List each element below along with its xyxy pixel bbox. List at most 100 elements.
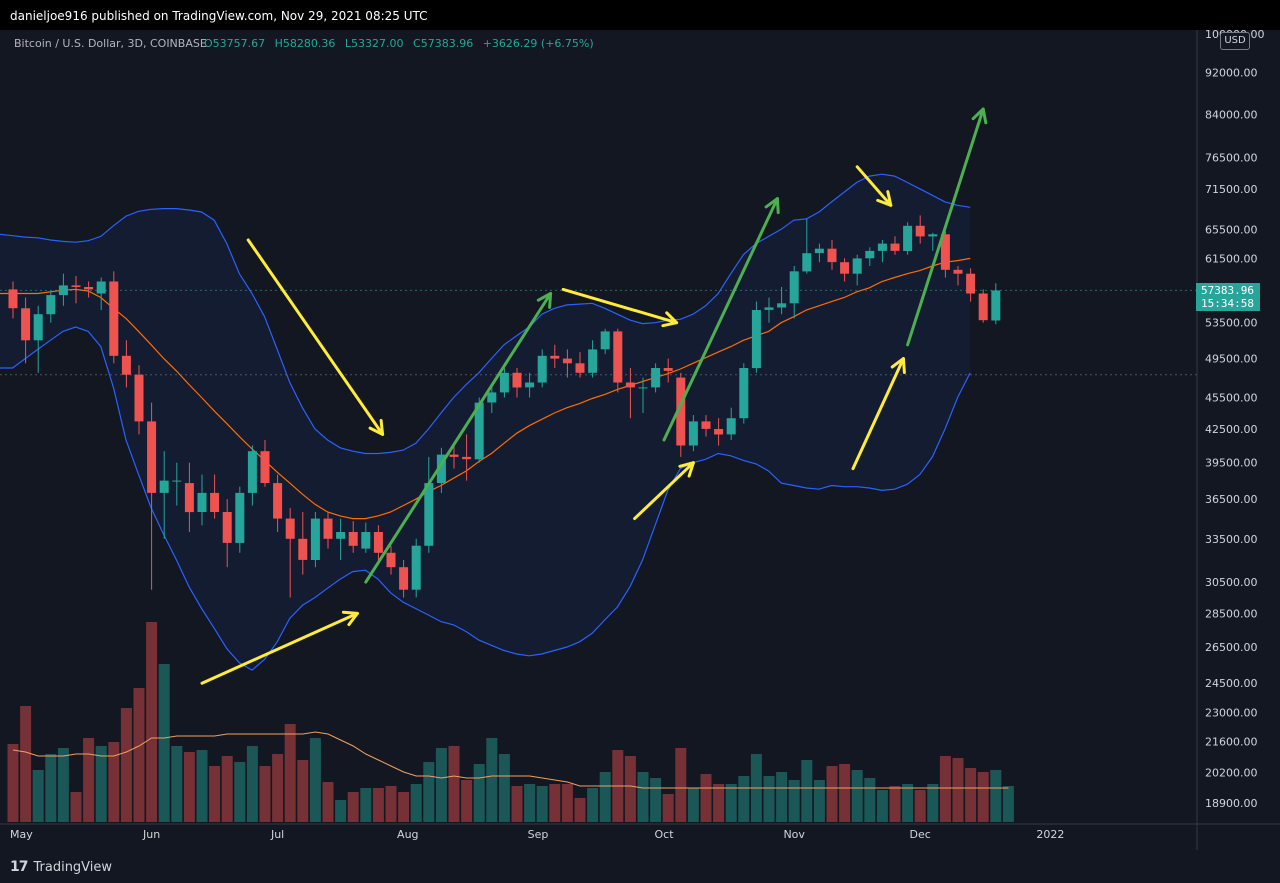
green-arrow-head bbox=[536, 292, 553, 309]
volume-bar bbox=[486, 738, 498, 822]
green-arrow-head bbox=[764, 197, 780, 215]
footer: 17 TradingView bbox=[0, 850, 1280, 883]
candle-body bbox=[726, 418, 736, 435]
volume-bar bbox=[423, 762, 435, 822]
candle-body bbox=[260, 451, 270, 483]
candle-body bbox=[71, 285, 81, 287]
volume-bar bbox=[45, 754, 57, 822]
price-tick-label: 18900.00 bbox=[1205, 797, 1258, 810]
legend-change: +3626.29 (+6.75%) bbox=[483, 37, 594, 50]
bar-countdown: 15:34:58 bbox=[1201, 297, 1254, 310]
price-tick-label: 92000.00 bbox=[1205, 67, 1258, 80]
candle-body bbox=[625, 382, 635, 388]
yellow-arrow-head bbox=[661, 311, 679, 328]
candle-body bbox=[991, 290, 1001, 321]
price-tick-label: 45500.00 bbox=[1205, 392, 1258, 405]
yellow-arrow bbox=[200, 610, 359, 685]
yellow-arrow-head bbox=[368, 419, 385, 436]
candle-body bbox=[285, 518, 295, 539]
volume-bar bbox=[637, 772, 649, 822]
green-arrow bbox=[364, 292, 553, 584]
volume-bar bbox=[309, 738, 321, 822]
candle-body bbox=[676, 377, 686, 446]
volume-bar bbox=[977, 772, 989, 822]
bollinger-upper-line bbox=[0, 173, 971, 455]
candle-body bbox=[600, 331, 610, 350]
volume-bar bbox=[965, 768, 977, 822]
volume-bar bbox=[939, 756, 951, 822]
tradingview-logo[interactable]: 17 TradingView bbox=[10, 859, 112, 875]
currency-button[interactable]: USD bbox=[1220, 32, 1250, 50]
candle-body bbox=[197, 492, 207, 512]
yellow-arrow bbox=[561, 287, 679, 328]
candle-body bbox=[361, 532, 371, 549]
candle-body bbox=[109, 281, 119, 356]
price-chart[interactable]: 100000.0092000.0084000.0076500.0071500.0… bbox=[0, 30, 1280, 850]
volume-bar bbox=[209, 766, 221, 822]
candle-body bbox=[46, 295, 56, 315]
time-tick-label: Sep bbox=[528, 828, 549, 841]
green-arrow bbox=[906, 107, 988, 347]
candle-body bbox=[58, 285, 68, 296]
volume-bar bbox=[675, 748, 687, 822]
current-price-value: 57383.96 bbox=[1201, 284, 1254, 297]
price-tick-label: 33500.00 bbox=[1205, 533, 1258, 546]
candle-body bbox=[751, 310, 761, 369]
volume-bar bbox=[599, 772, 611, 822]
axes: 100000.0092000.0084000.0076500.0071500.0… bbox=[0, 30, 1280, 850]
candle-body bbox=[537, 355, 547, 383]
volume-bar bbox=[398, 792, 410, 822]
tradingview-brand-text: TradingView bbox=[33, 859, 113, 875]
candle-body bbox=[386, 552, 396, 568]
volume-bar bbox=[133, 688, 145, 822]
volume-bar bbox=[284, 724, 296, 822]
candle-body bbox=[562, 358, 572, 364]
candle-body bbox=[789, 271, 799, 304]
candle-body bbox=[84, 287, 94, 290]
legend-low: L53327.00 bbox=[345, 37, 404, 50]
volume-bar bbox=[851, 770, 863, 822]
volume-bar bbox=[20, 706, 32, 822]
yellow-arrow-head bbox=[678, 461, 695, 478]
candle-body bbox=[525, 382, 535, 388]
price-tick-label: 49500.00 bbox=[1205, 353, 1258, 366]
volume-bar bbox=[813, 780, 825, 822]
volume-bar bbox=[687, 788, 699, 822]
volume-bar bbox=[801, 760, 813, 822]
candle-body bbox=[915, 225, 925, 237]
volume-bar bbox=[725, 784, 737, 822]
candle-body bbox=[764, 307, 774, 310]
legend-ohlc: O53757.67 H58280.36 L53327.00 C57383.96 … bbox=[204, 37, 594, 50]
candle-body bbox=[638, 387, 648, 389]
volume-bar bbox=[876, 790, 888, 822]
green-arrow-head bbox=[971, 107, 988, 125]
candle-body bbox=[8, 289, 18, 309]
volume-bar bbox=[183, 752, 195, 822]
candle-body bbox=[714, 429, 724, 435]
candle-body bbox=[399, 567, 409, 590]
candle-body bbox=[940, 234, 950, 270]
candle-body bbox=[348, 532, 358, 546]
price-tick-label: 20200.00 bbox=[1205, 766, 1258, 779]
yellow-arrow bbox=[633, 461, 695, 521]
candle-body bbox=[840, 262, 850, 274]
volume-bar bbox=[952, 758, 964, 822]
legend-high: H58280.36 bbox=[275, 37, 336, 50]
time-tick-label: Jul bbox=[270, 828, 284, 841]
bollinger-basis-line bbox=[0, 257, 971, 520]
volume-bar bbox=[70, 792, 82, 822]
volume-bar bbox=[914, 790, 926, 822]
yellow-arrow bbox=[246, 238, 385, 436]
candle-body bbox=[903, 225, 913, 251]
candle-body bbox=[424, 483, 434, 546]
volume-bar bbox=[322, 782, 334, 822]
candle-body bbox=[436, 454, 446, 483]
candle-body bbox=[222, 512, 232, 543]
price-tick-label: 61500.00 bbox=[1205, 252, 1258, 265]
candle-body bbox=[688, 421, 698, 446]
volume-bar bbox=[662, 794, 674, 822]
volume-bar bbox=[763, 776, 775, 822]
volume-bar bbox=[624, 756, 636, 822]
volume-bar bbox=[221, 756, 233, 822]
legend-open: O53757.67 bbox=[204, 37, 265, 50]
